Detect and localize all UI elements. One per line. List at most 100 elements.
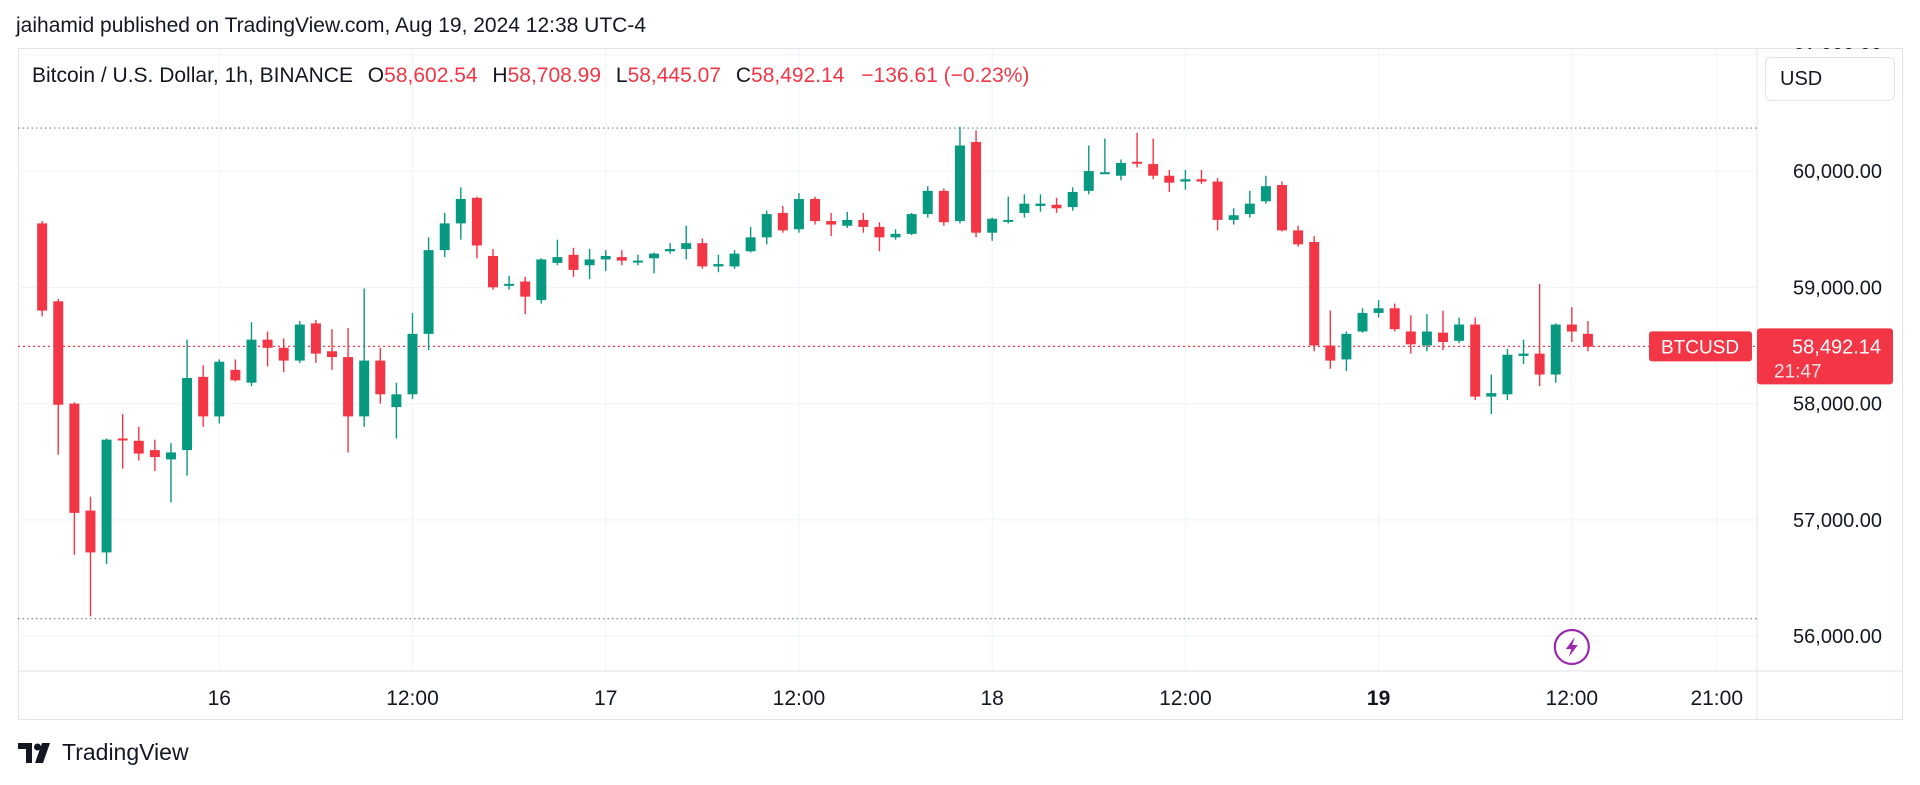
- candle-body: [278, 347, 289, 361]
- price-tag-countdown: 21:47: [1774, 361, 1822, 382]
- tradingview-brand[interactable]: TradingView: [18, 739, 189, 766]
- candle-body: [745, 237, 756, 252]
- tradingview-logo-icon: [18, 742, 50, 763]
- candle-body: [246, 339, 257, 383]
- candle-body: [423, 250, 434, 334]
- candle-body: [359, 360, 370, 417]
- change-value: −136.61 (−0.23%): [861, 64, 1030, 87]
- candle-body: [922, 190, 933, 215]
- candle-body: [1454, 324, 1465, 341]
- candle-body: [1164, 175, 1175, 183]
- candle-body: [1502, 354, 1513, 395]
- candle-body: [552, 257, 563, 263]
- candle-body: [1389, 308, 1400, 330]
- y-tick-label: 57,000.00: [1793, 510, 1882, 532]
- price-tag-value: 58,492.14: [1792, 336, 1881, 358]
- candle-body: [182, 378, 193, 451]
- candle-body: [1180, 179, 1191, 182]
- candle-body: [101, 439, 112, 553]
- candle-body: [697, 243, 708, 267]
- candle-body: [842, 219, 853, 226]
- candle-body: [874, 226, 885, 238]
- candle-body: [117, 438, 128, 441]
- y-tick-label: 59,000.00: [1793, 277, 1882, 299]
- symbol-tag: [1649, 331, 1752, 362]
- symbol-tag-label: BTCUSD: [1661, 337, 1739, 358]
- candle-body: [343, 357, 354, 417]
- candle-body: [488, 255, 498, 288]
- candle-body: [310, 323, 321, 354]
- candle-body: [761, 214, 772, 238]
- candle-body: [1277, 185, 1287, 231]
- candle-body: [1293, 230, 1304, 245]
- candle-body: [69, 403, 80, 513]
- candle-body: [133, 440, 144, 454]
- candle-body: [504, 283, 515, 286]
- candle-body: [1115, 162, 1126, 176]
- x-tick-label: 17: [594, 687, 617, 710]
- candle-body: [471, 197, 482, 246]
- candle-body: [1035, 203, 1046, 206]
- candle-body: [1550, 324, 1561, 375]
- candle-body: [600, 255, 611, 260]
- open-label: O: [367, 64, 385, 87]
- close-label: C: [735, 64, 752, 87]
- symbol-title: Bitcoin / U.S. Dollar, 1h, BINANCE: [32, 64, 353, 87]
- byline: jaihamid published on TradingView.com, A…: [16, 14, 647, 37]
- x-tick-label: 12:00: [386, 687, 439, 710]
- candle-body: [1019, 203, 1030, 213]
- high-label: H: [492, 64, 508, 87]
- candle-body: [326, 351, 337, 358]
- candle-body: [1148, 164, 1159, 176]
- open-value: 58,602.54: [384, 64, 478, 87]
- candle-body: [1260, 186, 1271, 202]
- candle-body: [793, 198, 804, 230]
- candle-body: [1132, 161, 1143, 164]
- price-range-lines: [18, 127, 1757, 620]
- candle-body: [665, 248, 676, 252]
- candle-body: [777, 212, 788, 231]
- candle-body: [906, 214, 917, 234]
- price-tag: [1757, 328, 1893, 385]
- candle-body: [165, 452, 176, 460]
- candle-body: [987, 218, 998, 233]
- candle-body: [262, 339, 273, 348]
- candle-body: [53, 301, 64, 405]
- candle-body: [826, 221, 837, 225]
- candle-body: [584, 259, 595, 266]
- candle-body: [214, 361, 225, 417]
- candle-body: [890, 233, 901, 238]
- candle-body: [294, 324, 305, 361]
- candle-body: [1405, 331, 1416, 345]
- candle-body: [1518, 353, 1529, 356]
- candle-body: [1582, 333, 1593, 347]
- candle-body: [439, 223, 450, 251]
- x-tick-label: 18: [980, 687, 1003, 710]
- candle-body: [1228, 215, 1239, 220]
- brand-name: TradingView: [62, 739, 189, 765]
- candles: [37, 126, 1593, 617]
- candle-body: [149, 450, 160, 458]
- candle-body: [568, 254, 579, 270]
- candle-body: [1357, 312, 1368, 332]
- candle-body: [1470, 324, 1481, 397]
- candle-body: [810, 198, 821, 222]
- candle-body: [230, 369, 241, 381]
- candle-body: [971, 142, 982, 233]
- candle-body: [713, 264, 724, 267]
- close-value: 58,492.14: [751, 64, 845, 87]
- x-tick-label: 12:00: [773, 687, 826, 710]
- lightning-bolt: [1565, 637, 1578, 657]
- candle-body: [85, 510, 96, 553]
- candle-body: [1421, 331, 1432, 346]
- low-value: 58,445.07: [627, 64, 721, 87]
- candle-body: [954, 145, 965, 222]
- high-value: 58,708.99: [507, 64, 602, 87]
- y-tick-label: 60,000.00: [1793, 161, 1882, 183]
- candle-body: [1196, 179, 1207, 182]
- candle-body: [1212, 181, 1223, 220]
- currency-button[interactable]: USD: [1765, 57, 1895, 101]
- candle-body: [729, 253, 740, 267]
- x-tick-label: 16: [208, 687, 231, 710]
